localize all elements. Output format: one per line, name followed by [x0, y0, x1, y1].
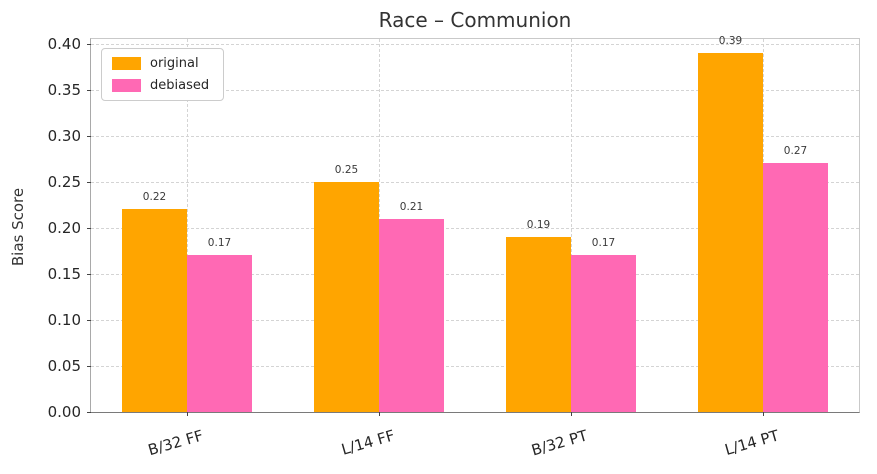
bar-value-label-debiased-L/14 PT: 0.27 [783, 145, 808, 158]
gridline-h-0.40 [91, 43, 859, 45]
legend-item-original: original [112, 56, 209, 71]
ytick-mark-0.25 [87, 181, 91, 183]
ytick-label-0.00: 0.00 [47, 403, 81, 421]
xtick-mark-B/32 FF [187, 412, 188, 416]
bar-value-label-original-L/14 PT: 0.39 [718, 34, 743, 47]
bar-original-L/14 FF [314, 181, 379, 412]
xtick-mark-B/32 PT [571, 412, 572, 416]
gridline-h-0.30 [91, 135, 859, 137]
ytick-mark-0.35 [87, 89, 91, 91]
gridline-h-0.10 [91, 319, 859, 321]
bar-group-B/32 PT: 0.19 0.17 [475, 39, 667, 412]
gridline-h-0.20 [91, 227, 859, 229]
xtick-mark-L/14 FF [379, 412, 380, 416]
ytick-label-0.25: 0.25 [47, 172, 81, 191]
legend-item-debiased: debiased [112, 78, 209, 93]
bar-group-B/32 FF: 0.22 0.17 [91, 39, 283, 412]
bar-value-label-debiased-B/32 PT: 0.17 [591, 237, 616, 250]
gridline-h-0.15 [91, 273, 859, 275]
ytick-label-0.30: 0.30 [47, 126, 81, 145]
bar-original-B/32 FF [122, 209, 187, 412]
bar-value-label-debiased-B/32 FF: 0.17 [207, 237, 232, 250]
legend-swatch-debiased [112, 79, 141, 92]
bar-value-label-debiased-L/14 FF: 0.21 [399, 200, 424, 213]
legend-swatch-original [112, 57, 141, 70]
ytick-mark-0.20 [87, 227, 91, 229]
gridline-v-B/32 FF [187, 39, 188, 412]
bar-value-label-original-B/32 PT: 0.19 [526, 219, 551, 232]
gridline-h-0.25 [91, 181, 859, 183]
ytick-label-0.40: 0.40 [47, 34, 81, 53]
bar-original-L/14 PT [698, 52, 763, 412]
xtick-label-B/32 PT: B/32 PT [529, 426, 590, 460]
ytick-mark-0.10 [87, 319, 91, 321]
ytick-mark-0.30 [87, 135, 91, 137]
bar-group-L/14 FF: 0.25 0.21 [283, 39, 475, 412]
ytick-label-0.20: 0.20 [47, 218, 81, 237]
ytick-mark-0.05 [87, 365, 91, 367]
ytick-label-0.05: 0.05 [47, 356, 81, 375]
legend-label-debiased: debiased [150, 78, 210, 93]
bar-value-label-original-B/32 FF: 0.22 [142, 191, 167, 204]
legend-label-original: original [150, 56, 199, 71]
legend: original debiased [101, 48, 225, 101]
ytick-mark-0.00 [87, 412, 91, 413]
ytick-label-0.10: 0.10 [47, 310, 81, 329]
bar-debiased-L/14 PT [763, 163, 828, 412]
gridline-v-B/32 PT [571, 39, 572, 412]
xtick-label-L/14 FF: L/14 FF [339, 426, 397, 459]
xtick-mark-L/14 PT [763, 412, 764, 416]
gridline-h-0.05 [91, 365, 859, 367]
plot-area: 0.22 0.17 0.25 0.21 0.19 0.17 0.39 0.27 0.00 0.0… [48, 35, 860, 459]
ytick-label-0.15: 0.15 [47, 264, 81, 283]
ytick-mark-0.40 [87, 43, 91, 45]
ytick-mark-0.15 [87, 273, 91, 275]
bar-debiased-B/32 FF [187, 255, 252, 412]
chart-title: Race – Communion [378, 8, 572, 32]
gridline-h-0.35 [91, 89, 859, 91]
bar-value-label-original-L/14 FF: 0.25 [334, 163, 359, 176]
bar-debiased-B/32 PT [571, 255, 636, 412]
bar-original-B/32 PT [506, 237, 571, 412]
ytick-label-0.35: 0.35 [47, 80, 81, 99]
bar-group-L/14 PT: 0.39 0.27 [667, 35, 859, 412]
xtick-label-L/14 PT: L/14 PT [722, 426, 782, 459]
bar-debiased-L/14 FF [379, 218, 444, 412]
y-axis-label: Bias Score [9, 187, 27, 267]
xtick-label-B/32 FF: B/32 FF [146, 426, 206, 460]
